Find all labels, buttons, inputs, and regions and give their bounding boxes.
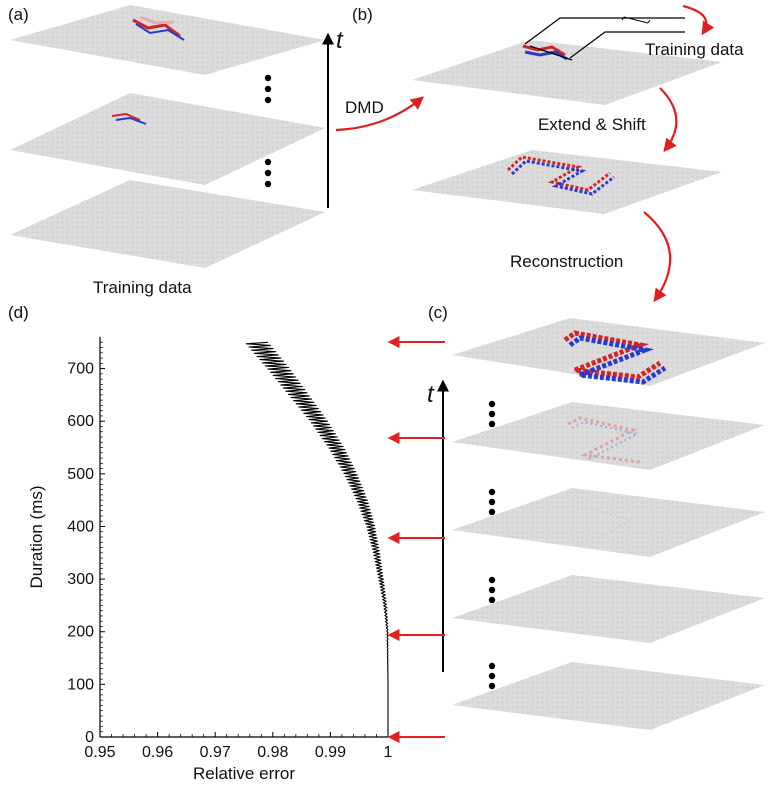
panel-b-training-label: Training data (645, 40, 744, 59)
panel-c-dots-1 (488, 400, 496, 428)
extend-shift-arrow (659, 87, 678, 153)
x-tick-label: 0.97 (200, 744, 231, 761)
panel-a-label: (a) (8, 5, 29, 24)
panel-a-dots-upper (264, 74, 272, 104)
panel-c-plane-3 (452, 488, 765, 557)
panel-a-mode-top (132, 15, 185, 41)
extend-shift-label: Extend & Shift (538, 115, 646, 134)
panel-b-zigzag-mode (506, 155, 615, 196)
x-tick-label: 0.99 (315, 744, 346, 761)
panel-c-plane-1 (452, 318, 765, 386)
y-tick-label: 700 (67, 361, 94, 378)
reconstruction-arrow (643, 211, 672, 303)
dmd-arrow (335, 96, 425, 132)
panel-c-mode-faint (571, 505, 635, 541)
x-tick-label: 0.96 (142, 744, 173, 761)
panel-c-dots-2 (488, 488, 496, 516)
panel-a-plane-middle (10, 93, 325, 185)
panel-c-plane-5 (452, 662, 765, 730)
panel-b-plane-bottom (412, 150, 722, 214)
y-tick-label: 400 (67, 518, 94, 535)
y-tick-label: 600 (67, 413, 94, 430)
panel-c-mode-medium (567, 416, 641, 464)
relative-error-curve (245, 341, 389, 737)
y-tick-label: 500 (67, 466, 94, 483)
y-axis-title: Duration (ms) (27, 486, 46, 589)
y-tick-label: 200 (67, 624, 94, 641)
panel-c-label: (c) (428, 303, 448, 322)
panel-b-mode-top (522, 44, 568, 61)
panel-a-mode-middle (111, 112, 147, 125)
panel-d-label: (d) (8, 303, 29, 322)
panel-a-plane-bottom (10, 180, 325, 268)
panel-c-dots-3 (488, 576, 496, 604)
duration-vs-error-chart: 0.95 0.96 0.97 0.98 0.99 1 0 100 200 300 400 500 600… (27, 337, 393, 783)
y-tick-label: 100 (67, 676, 94, 693)
panel-a-time-letter: t (336, 27, 344, 54)
y-tick-label: 0 (85, 729, 94, 746)
reconstruction-label: Reconstruction (510, 252, 623, 271)
panel-a-plane-top (10, 5, 325, 75)
dmd-label: DMD (345, 98, 384, 117)
panel-c-dots-4 (488, 662, 496, 690)
panel-a-dots-lower (264, 158, 272, 188)
panel-c-plane-4 (452, 575, 765, 643)
x-tick-label: 0.95 (84, 744, 115, 761)
panel-c-plane-2 (452, 402, 765, 470)
y-tick-label: 300 (67, 571, 94, 588)
panel-b-training-window (524, 16, 685, 61)
panel-b-training-arrow (682, 4, 715, 36)
panel-c-to-d-arrows (387, 336, 445, 743)
panel-b-label: (b) (352, 5, 373, 24)
x-tick-label: 1 (384, 744, 393, 761)
panel-a-caption: Training data (93, 278, 192, 297)
x-tick-label: 0.98 (257, 744, 288, 761)
panel-b-plane-top (412, 40, 722, 105)
x-axis-title: Relative error (193, 764, 295, 783)
panel-c-time-letter: t (427, 381, 435, 408)
